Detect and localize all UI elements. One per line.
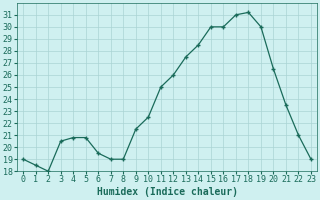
X-axis label: Humidex (Indice chaleur): Humidex (Indice chaleur) [97, 187, 237, 197]
